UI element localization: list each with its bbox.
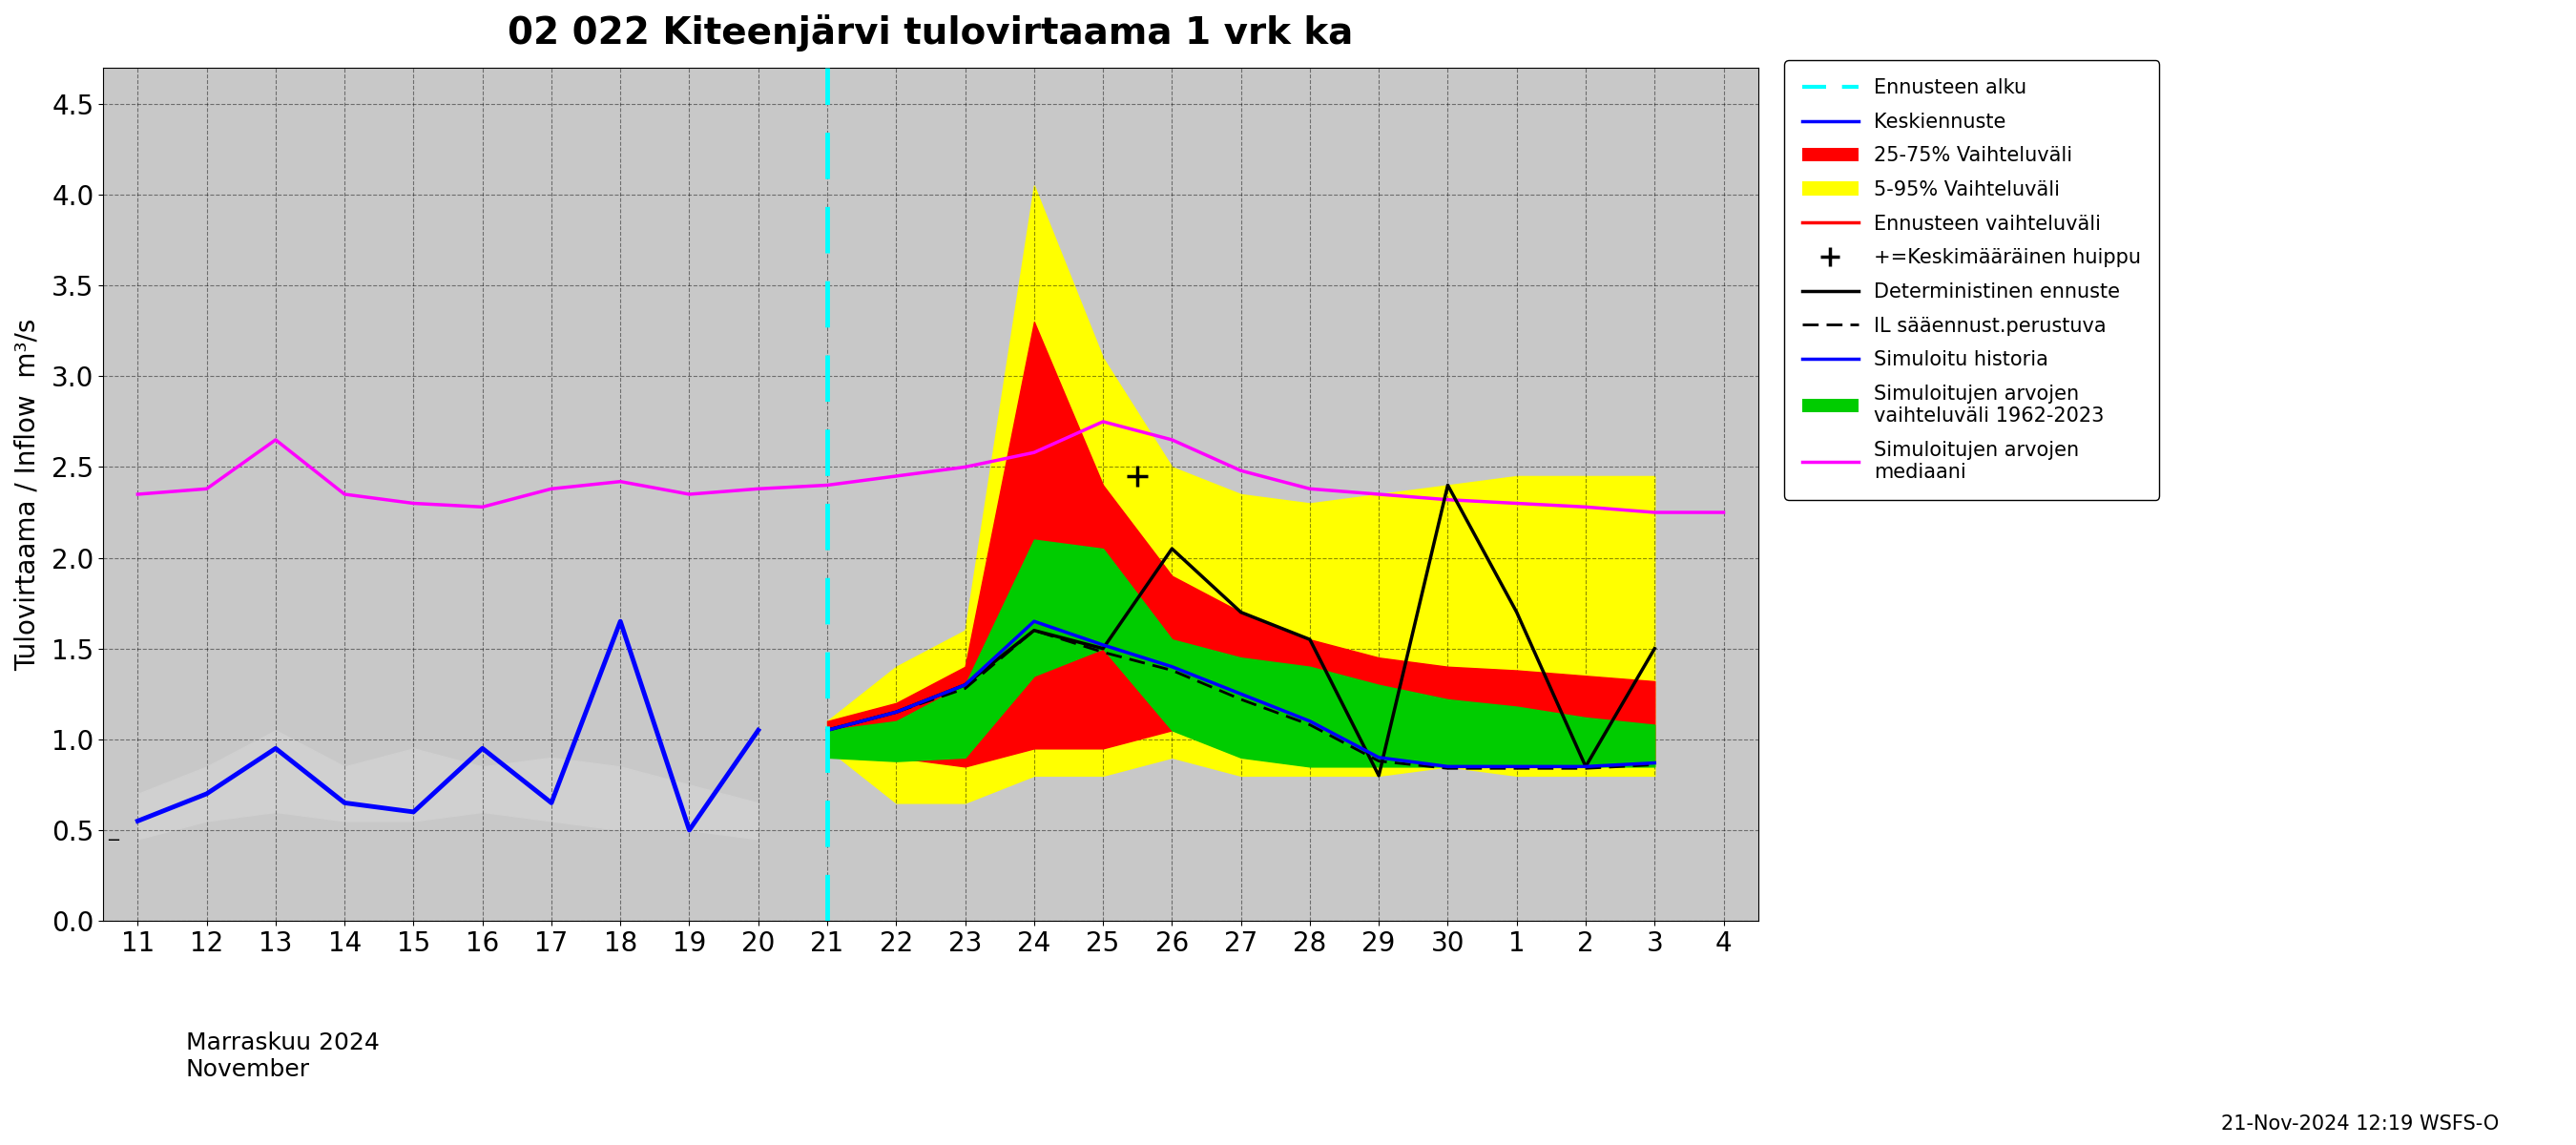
Legend: Ennusteen alku, Keskiennuste, 25-75% Vaihteluväli, 5-95% Vaihteluväli, Ennusteen: Ennusteen alku, Keskiennuste, 25-75% Vai… <box>1785 61 2159 499</box>
Y-axis label: Tulovirtaama / Inflow  m³/s: Tulovirtaama / Inflow m³/s <box>15 318 41 671</box>
Title: 02 022 Kiteenjärvi tulovirtaama 1 vrk ka: 02 022 Kiteenjärvi tulovirtaama 1 vrk ka <box>507 14 1352 52</box>
Text: 21-Nov-2024 12:19 WSFS-O: 21-Nov-2024 12:19 WSFS-O <box>2221 1114 2499 1134</box>
Text: Marraskuu 2024
November: Marraskuu 2024 November <box>185 1032 379 1081</box>
Text: −: − <box>106 832 121 850</box>
